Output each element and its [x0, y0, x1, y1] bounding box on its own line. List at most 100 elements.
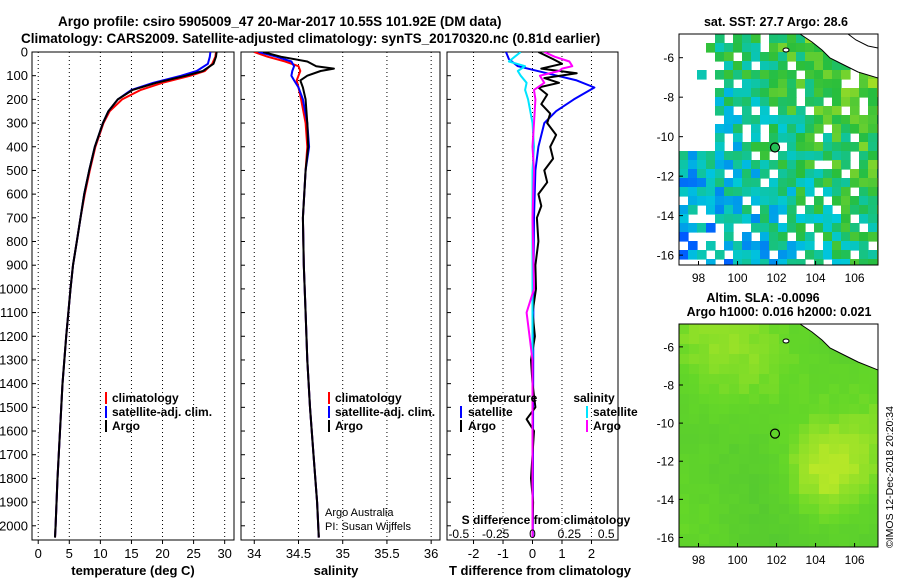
map-cell — [697, 178, 707, 188]
map-cell — [729, 394, 740, 405]
map-cell — [709, 424, 720, 435]
map-cell — [819, 544, 830, 547]
map-cell — [706, 187, 716, 197]
map-cell — [689, 474, 700, 485]
map-cell — [849, 524, 860, 535]
map-cell — [697, 187, 707, 197]
y-tick-label: 100 — [6, 68, 28, 83]
map-cell — [709, 534, 720, 545]
map-cell — [839, 414, 850, 425]
map-cell — [832, 88, 842, 98]
map-cell — [809, 344, 820, 355]
map-cell — [760, 169, 770, 179]
map-cell — [823, 115, 833, 125]
map-cell — [805, 52, 815, 62]
map-cell — [699, 434, 710, 445]
map-cell — [742, 151, 752, 161]
map-cell — [823, 241, 833, 251]
map-cell — [733, 142, 743, 152]
map-cell — [679, 354, 690, 365]
map-cell — [789, 354, 800, 365]
x-tick-label: 106 — [845, 271, 865, 285]
map-cell — [760, 232, 770, 242]
map-cell — [779, 404, 790, 415]
map-cell — [839, 544, 850, 547]
map-cell — [759, 444, 770, 455]
map-cell — [769, 133, 779, 143]
map-cell — [739, 514, 750, 525]
map-cell — [719, 524, 730, 535]
map-cell — [809, 544, 820, 547]
map-cell — [819, 514, 830, 525]
map-cell — [819, 394, 830, 405]
y-tick-label: -14 — [657, 209, 675, 223]
map-cell — [859, 394, 870, 405]
map-cell — [742, 241, 752, 251]
map-cell — [814, 196, 824, 206]
map-cell — [719, 434, 730, 445]
map-cell — [749, 444, 760, 455]
map-cell — [868, 169, 878, 179]
map-cell — [868, 250, 878, 260]
map-cell — [709, 464, 720, 475]
map-cell — [724, 61, 734, 71]
map-cell — [779, 534, 790, 545]
map-cell — [769, 61, 779, 71]
map-cell — [859, 524, 870, 535]
map-cell — [689, 424, 700, 435]
map-cell — [799, 454, 810, 465]
sla-map-land — [769, 324, 878, 439]
x-tick-label: 15 — [124, 546, 138, 561]
map-cell — [868, 214, 878, 224]
map-cell — [679, 232, 689, 242]
map-cell — [859, 160, 869, 170]
map-cell — [733, 70, 743, 80]
map-cell — [823, 61, 833, 71]
map-cell — [769, 205, 779, 215]
map-cell — [715, 187, 725, 197]
map-cell — [832, 169, 842, 179]
map-cell — [729, 404, 740, 415]
map-cell — [719, 424, 730, 435]
map-cell — [841, 178, 851, 188]
map-cell — [789, 504, 800, 515]
map-cell — [779, 374, 790, 385]
y-tick-label: 800 — [6, 234, 28, 249]
map-cell — [751, 52, 761, 62]
y-tick-label: 200 — [6, 92, 28, 107]
map-cell — [796, 124, 806, 134]
map-cell — [749, 544, 760, 547]
map-cell — [742, 88, 752, 98]
map-cell — [789, 514, 800, 525]
map-cell — [789, 454, 800, 465]
legend-title-salinity: salinity — [573, 391, 615, 405]
map-cell — [751, 250, 761, 260]
map-cell — [869, 484, 878, 495]
map-cell — [829, 394, 840, 405]
map-cell — [699, 364, 710, 375]
temperature-panel-frame — [31, 51, 235, 541]
map-cell — [841, 70, 851, 80]
map-cell — [699, 484, 710, 495]
map-cell — [778, 232, 788, 242]
map-cell — [749, 324, 760, 335]
map-cell — [729, 514, 740, 525]
series-line-satellite-adj-clim- — [54, 52, 212, 538]
map-cell — [769, 52, 779, 62]
map-cell — [689, 484, 700, 495]
map-cell — [799, 504, 810, 515]
map-cell — [769, 115, 779, 125]
map-cell — [841, 133, 851, 143]
map-cell — [749, 474, 760, 485]
map-cell — [839, 514, 850, 525]
map-cell — [739, 424, 750, 435]
map-cell — [699, 324, 710, 335]
map-cell — [823, 223, 833, 233]
map-cell — [841, 259, 851, 265]
map-cell — [787, 187, 797, 197]
map-cell — [839, 454, 850, 465]
map-cell — [787, 97, 797, 107]
x-tick-label: 20 — [155, 546, 169, 561]
y-tick-label: 0 — [21, 45, 28, 60]
map-cell — [859, 79, 869, 89]
